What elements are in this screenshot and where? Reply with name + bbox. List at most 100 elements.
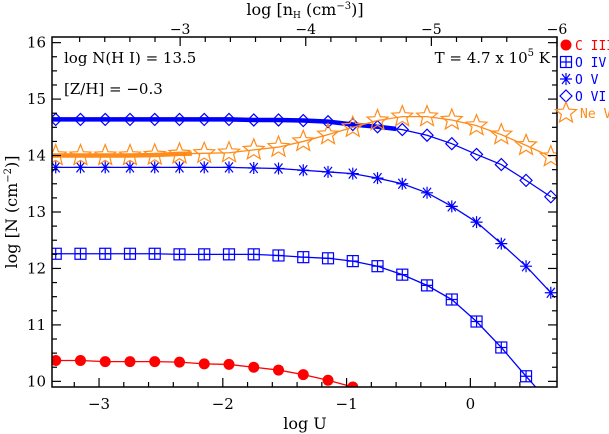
marker-diamond: [73, 112, 88, 127]
data-point: [52, 112, 63, 127]
x-tick-label: −1: [336, 395, 358, 413]
data-point: [246, 113, 261, 127]
data-point: [173, 356, 185, 368]
marker-asterisk: [222, 161, 235, 174]
data-point: [322, 374, 334, 386]
data-point: [117, 142, 142, 166]
data-point: [365, 107, 390, 131]
data-point: [271, 113, 286, 127]
marker-asterisk: [560, 73, 572, 85]
x2-axis-label: log [nH (cm−3)]: [246, 0, 363, 21]
marker-asterisk: [421, 186, 434, 199]
data-point: [396, 268, 409, 281]
data-point: [370, 119, 385, 134]
legend-marker: [559, 55, 573, 69]
marker-asterisk: [520, 260, 533, 273]
data-point: [198, 248, 211, 261]
data-point: [520, 260, 533, 273]
marker-plus: [149, 248, 161, 260]
data-point: [291, 128, 316, 152]
data-point: [321, 252, 335, 265]
data-point: [420, 279, 434, 292]
marker-asterisk: [495, 237, 508, 250]
data-point: [420, 128, 434, 143]
marker-diamond: [370, 119, 385, 134]
x2-tick-label: −6: [547, 22, 568, 38]
marker-plus: [471, 316, 483, 328]
data-point: [297, 251, 310, 264]
series-line: [55, 166, 552, 294]
series-o-v: [52, 161, 557, 299]
data-point: [470, 315, 483, 328]
data-point: [192, 140, 217, 164]
data-point: [340, 114, 365, 138]
marker-star: [390, 103, 415, 127]
marker-diamond: [420, 128, 434, 143]
data-point: [495, 237, 508, 250]
marker-star: [266, 134, 291, 158]
marker-diamond: [271, 113, 286, 127]
marker-star: [93, 142, 118, 166]
data-point: [346, 167, 359, 180]
data-point: [173, 161, 186, 174]
data-point: [519, 173, 533, 188]
data-point: [123, 112, 137, 127]
marker-star: [316, 122, 341, 145]
marker-diamond: [52, 112, 63, 127]
x2-tick-label: −5: [421, 22, 442, 38]
data-point: [415, 103, 440, 127]
data-point: [52, 161, 62, 174]
data-point: [273, 364, 285, 376]
data-point: [222, 248, 236, 261]
data-point: [395, 122, 410, 137]
x-tick-label: −2: [212, 395, 234, 413]
data-point: [98, 112, 113, 127]
data-point: [272, 162, 285, 175]
data-point: [347, 381, 359, 387]
marker-star: [68, 142, 93, 166]
marker-asterisk: [322, 165, 335, 178]
marker-diamond: [519, 173, 533, 188]
marker-plus: [347, 255, 359, 267]
legend-label: O V: [575, 73, 599, 88]
data-point: [296, 113, 311, 128]
data-point: [514, 132, 539, 156]
marker-asterisk: [99, 161, 112, 174]
marker-diamond: [345, 117, 360, 132]
plot-area: [52, 103, 557, 387]
marker-diamond: [123, 112, 137, 127]
data-point: [247, 248, 260, 261]
marker-plus: [297, 251, 309, 263]
marker-asterisk: [198, 161, 211, 174]
marker-plus: [446, 294, 458, 305]
data-point: [197, 112, 212, 127]
data-point: [241, 137, 266, 161]
series-line: [55, 253, 537, 387]
marker-star: [415, 103, 440, 127]
legend: C III O IV O V O VI Ne VIII: [553, 39, 609, 124]
data-point: [396, 177, 409, 190]
series-c-iii: [52, 354, 359, 387]
legend-item-ne-viii: Ne VIII: [553, 100, 609, 124]
marker-star: [117, 142, 142, 166]
x-tick-label: 0: [466, 395, 476, 413]
data-point: [321, 114, 335, 129]
data-point: [223, 358, 235, 370]
marker-diamond: [395, 122, 410, 137]
y-tick-label: 13: [27, 203, 46, 221]
marker-plus: [223, 248, 235, 260]
marker-asterisk: [371, 172, 384, 185]
y-tick-label: 10: [27, 372, 46, 390]
marker-asterisk: [544, 286, 557, 299]
data-point: [123, 247, 137, 260]
legend-item-o-vi: O VI: [559, 89, 606, 105]
marker-asterisk: [74, 161, 87, 174]
marker-diamond: [444, 136, 459, 151]
data-point: [248, 361, 260, 373]
data-point: [167, 141, 192, 165]
data-point: [444, 136, 459, 151]
data-point: [266, 134, 291, 158]
marker-asterisk: [272, 162, 285, 175]
marker-plus: [322, 252, 334, 264]
legend-item-o-iv: O IV: [559, 55, 606, 71]
